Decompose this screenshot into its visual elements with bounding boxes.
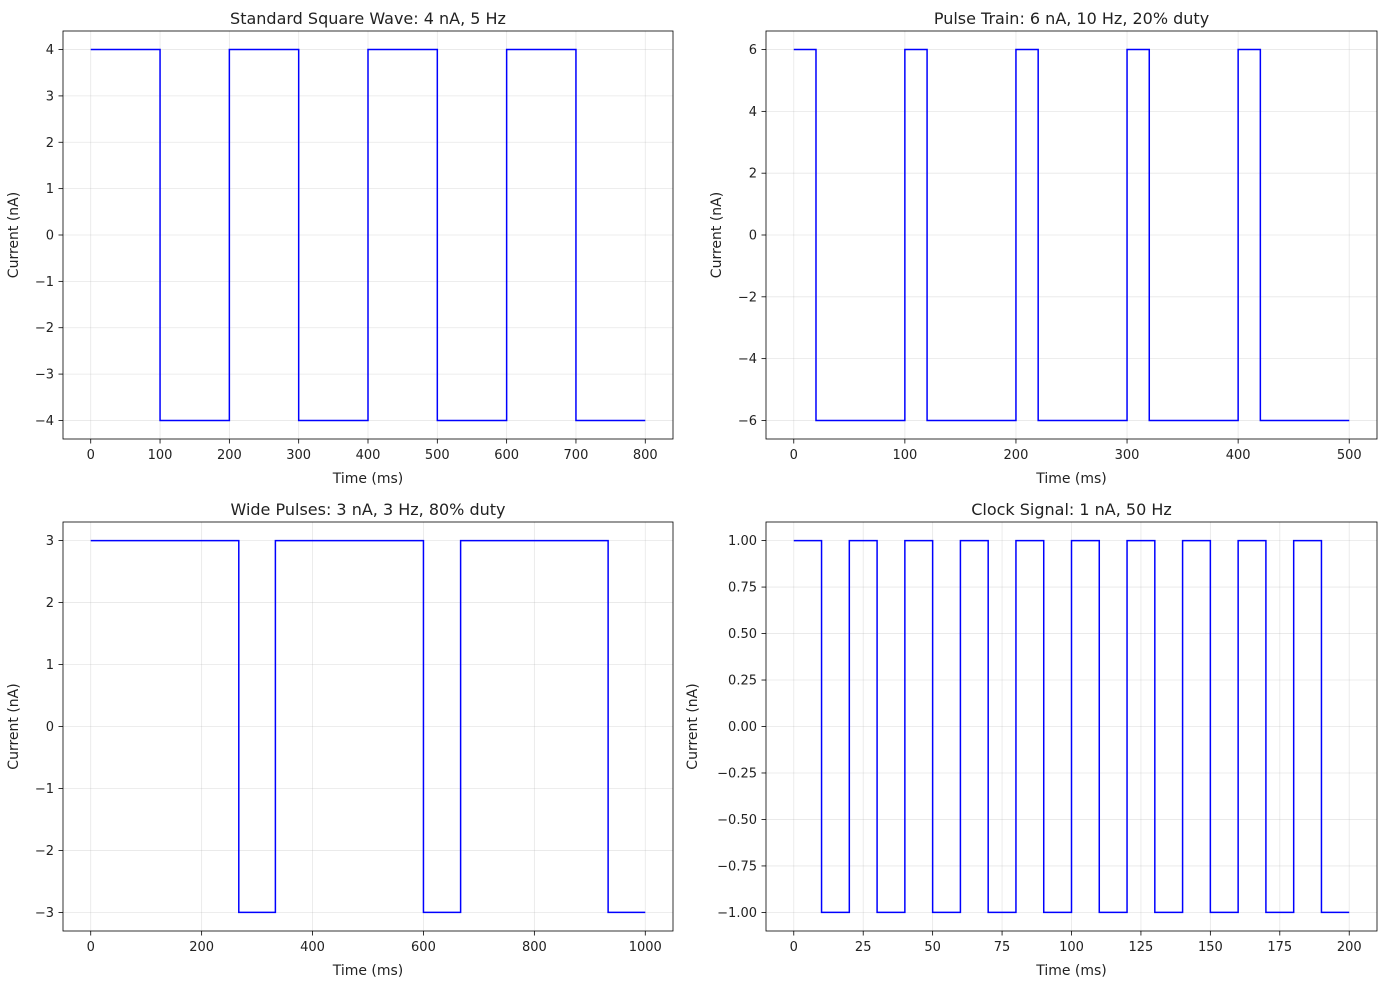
y-tick-label: −2 (738, 290, 757, 305)
y-tick-label: 0.75 (728, 581, 757, 596)
x-tick-label: 0 (790, 940, 798, 955)
x-tick-label: 75 (994, 940, 1011, 955)
series-line (793, 539, 1350, 914)
x-tick-label: 200 (189, 940, 214, 955)
series-line (90, 539, 646, 914)
y-tick-label: 1 (46, 658, 54, 673)
x-tick-label: 400 (1226, 448, 1251, 463)
y-tick-label: 0.00 (728, 720, 757, 735)
series-line (90, 48, 646, 422)
x-tick-label: 400 (300, 940, 325, 955)
y-axis-label: Current (nA) (685, 683, 701, 769)
y-tick-label: 2 (46, 136, 54, 151)
x-axis-label: Time (ms) (332, 963, 404, 979)
x-tick-label: 700 (564, 448, 589, 463)
y-axis-label: Current (nA) (6, 192, 22, 278)
x-tick-label: 300 (286, 448, 311, 463)
subplot-title: Clock Signal: 1 nA, 50 Hz (971, 500, 1172, 519)
x-tick-label: 500 (1337, 448, 1362, 463)
y-tick-label: 3 (46, 534, 54, 549)
x-tick-label: 600 (411, 940, 436, 955)
y-tick-label: 0 (749, 229, 757, 244)
x-tick-label: 0 (87, 940, 95, 955)
y-tick-label: −1 (35, 275, 54, 290)
series-line (793, 48, 1350, 422)
y-tick-label: 1.00 (728, 534, 757, 549)
y-tick-label: −3 (35, 368, 54, 383)
x-tick-label: 300 (1115, 448, 1140, 463)
y-tick-label: 0 (46, 229, 54, 244)
y-axis-label: Current (nA) (6, 683, 22, 769)
y-axis-label: Current (nA) (709, 192, 725, 278)
x-tick-label: 100 (148, 448, 173, 463)
y-tick-label: 6 (749, 43, 757, 58)
x-tick-label: 200 (1337, 940, 1362, 955)
y-tick-label: −0.75 (717, 859, 757, 874)
y-tick-label: 0 (46, 720, 54, 735)
x-tick-label: 600 (494, 448, 519, 463)
x-tick-label: 400 (356, 448, 381, 463)
subplot-4: 0 25 50 75 100 125 150 175 200 −1.00 −0.75 −0.50 −0.… (685, 500, 1378, 979)
x-tick-label: 200 (217, 448, 242, 463)
y-tick-label: 4 (46, 43, 54, 58)
x-tick-label: 150 (1198, 940, 1223, 955)
subplot-title: Pulse Train: 6 nA, 10 Hz, 20% duty (934, 9, 1209, 28)
x-tick-label: 200 (1004, 448, 1029, 463)
x-tick-label: 25 (855, 940, 872, 955)
x-tick-label: 0 (790, 448, 798, 463)
x-tick-label: 800 (522, 940, 547, 955)
subplot-3: 0 200 400 600 800 1000 −3 −2 −1 0 1 2 3 Wide Pulses: … (6, 500, 674, 979)
y-tick-label: 1 (46, 182, 54, 197)
subplot-2: 0 100 200 300 400 500 −6 −4 −2 0 2 4 6 Pulse Train: 6… (709, 9, 1378, 487)
y-tick-label: −1 (35, 782, 54, 797)
y-tick-label: −0.25 (717, 766, 757, 781)
y-tick-label: 2 (46, 596, 54, 611)
x-axis-label: Time (ms) (332, 471, 404, 487)
x-tick-label: 800 (633, 448, 658, 463)
y-tick-label: 0.25 (728, 674, 757, 689)
x-tick-label: 175 (1267, 940, 1292, 955)
y-tick-label: −6 (738, 414, 757, 429)
x-tick-label: 100 (892, 448, 917, 463)
y-tick-label: −4 (738, 352, 757, 367)
x-tick-label: 100 (1059, 940, 1084, 955)
x-axis-label: Time (ms) (1035, 963, 1107, 979)
y-tick-label: 4 (749, 105, 757, 120)
subplot-1: 0 100 200 300 400 500 600 700 800 −4 −3 −2 −1 0 1 2 3 4 St… (6, 9, 674, 487)
y-tick-label: −0.50 (717, 813, 757, 828)
y-tick-label: 3 (46, 89, 54, 104)
y-tick-label: −3 (35, 906, 54, 921)
y-tick-label: −4 (35, 414, 54, 429)
y-tick-label: −1.00 (717, 906, 757, 921)
y-tick-label: −2 (35, 321, 54, 336)
x-tick-label: 0 (87, 448, 95, 463)
y-tick-label: −2 (35, 844, 54, 859)
x-tick-label: 125 (1129, 940, 1154, 955)
subplot-title: Standard Square Wave: 4 nA, 5 Hz (230, 9, 506, 28)
y-tick-label: 0.50 (728, 627, 757, 642)
x-tick-label: 50 (924, 940, 941, 955)
x-tick-label: 1000 (629, 940, 662, 955)
subplot-title: Wide Pulses: 3 nA, 3 Hz, 80% duty (230, 500, 505, 519)
x-tick-label: 500 (425, 448, 450, 463)
x-axis-label: Time (ms) (1035, 471, 1107, 487)
y-tick-label: 2 (749, 167, 757, 182)
